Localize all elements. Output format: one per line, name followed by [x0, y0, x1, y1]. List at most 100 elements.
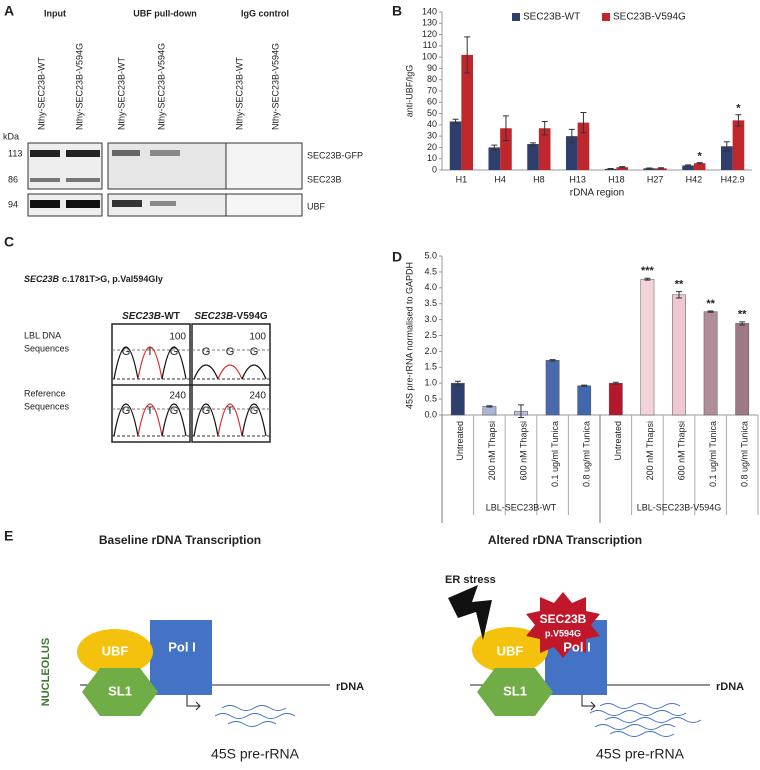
stress-label: ER stress — [445, 574, 496, 586]
layout — [27, 142, 710, 737]
bar — [566, 136, 578, 170]
x-tick-label: 0.8 ug/ml Tunica — [740, 421, 750, 487]
base: G — [226, 346, 235, 358]
peak — [113, 403, 139, 437]
mutation-title: SEC23B c.1781T>G, p.Val594Gly — [24, 274, 163, 284]
sl1-label: SL1 — [503, 683, 527, 698]
variant-label: p.V594G — [545, 628, 581, 638]
bar — [721, 146, 733, 170]
error-bar — [646, 167, 653, 170]
y-tick-label: 3.0 — [424, 314, 437, 324]
lane-label: Nthy-SEC23B-V594G — [156, 43, 166, 130]
band-label: SEC23B — [307, 174, 342, 184]
bar — [732, 120, 745, 170]
mutant-label: SEC23B — [540, 612, 587, 626]
kda-label: kDa — [3, 131, 19, 141]
bar — [461, 54, 473, 171]
column-header: SEC23B-V594G — [194, 311, 268, 322]
legend-label: SEC23B-V594G — [613, 12, 686, 23]
bar — [488, 147, 501, 170]
peak — [137, 403, 163, 437]
band — [150, 150, 180, 156]
row-label: Sequences — [24, 401, 70, 411]
legend-swatch — [512, 13, 520, 21]
error-bar — [657, 167, 664, 170]
peak — [241, 403, 267, 437]
panel-letter: D — [392, 249, 402, 265]
gene: SEC23B — [24, 274, 60, 284]
y-tick-label: 4.5 — [424, 266, 437, 276]
bar — [643, 168, 656, 170]
error-bar — [739, 321, 746, 326]
tss-arrow — [581, 695, 596, 711]
x-tick-label: H27 — [647, 174, 664, 184]
error-bar — [723, 141, 730, 152]
base: G — [202, 346, 211, 358]
y-tick-label: 130 — [422, 18, 437, 28]
peak — [161, 403, 187, 437]
error-bar — [452, 118, 459, 125]
sl1 — [82, 668, 158, 716]
y-tick-label: 70 — [427, 85, 437, 95]
error-bar — [530, 142, 537, 146]
error-bar — [735, 114, 742, 127]
panel-letter: C — [4, 234, 14, 250]
scale-label: 240 — [169, 391, 186, 402]
error-bar — [486, 405, 493, 408]
error-bar — [580, 111, 587, 134]
y-tick-label: 3.5 — [424, 298, 437, 308]
bar — [577, 385, 592, 416]
bar — [449, 121, 462, 170]
transcripts — [589, 703, 702, 737]
error-bar — [549, 359, 556, 362]
x-tick-label: 0.8 ug/ml Tunica — [582, 421, 592, 487]
error-bar — [568, 128, 575, 144]
x-tick-label: H13 — [569, 174, 586, 184]
error-bar — [454, 380, 461, 386]
peak — [193, 364, 219, 380]
peak — [241, 364, 267, 380]
y-tick-label: 10 — [427, 153, 437, 163]
x-tick-label: H18 — [608, 174, 625, 184]
band — [66, 178, 100, 182]
base: G — [122, 405, 131, 417]
band — [66, 150, 100, 157]
error-bar — [491, 144, 498, 151]
gene: SEC23B — [122, 311, 161, 322]
base: T — [227, 405, 234, 417]
x-tick-label: H8 — [533, 174, 545, 184]
band-label: SEC23B-GFP — [307, 150, 363, 160]
ubf — [472, 627, 548, 673]
y-tick-label: 1.5 — [424, 362, 437, 372]
error-bar — [644, 277, 651, 281]
row-label: Sequences — [24, 343, 70, 353]
y-tick-label: 4.0 — [424, 282, 437, 292]
y-tick-label: 0.0 — [424, 409, 437, 419]
pol-label: Pol I — [168, 639, 195, 654]
y-tick-label: 110 — [423, 40, 437, 50]
legend-swatch — [602, 13, 610, 21]
x-tick-label: 0.1 ug/ml Tunica — [550, 421, 560, 487]
x-axis-title: rDNA region — [570, 188, 624, 199]
band-label: UBF — [307, 201, 326, 211]
product-label: 45S pre-rRNA — [211, 746, 300, 762]
base: T — [147, 405, 154, 417]
suffix: -WT — [161, 311, 180, 322]
suffix: -V594G — [233, 311, 268, 322]
error-bar — [707, 310, 714, 313]
ubf — [77, 629, 153, 675]
band — [150, 201, 176, 206]
bar — [640, 278, 655, 416]
error-bar — [696, 162, 703, 165]
lane-label: Nthy-SEC23B-V594G — [270, 43, 280, 130]
peak — [113, 346, 139, 380]
column-header: SEC23B-WT — [122, 311, 180, 322]
bar — [703, 311, 718, 416]
band — [66, 200, 100, 208]
bar — [482, 406, 497, 416]
lane-label: Nthy-SEC23B-WT — [36, 56, 46, 130]
significance: * — [698, 151, 703, 163]
bar — [693, 163, 706, 170]
bar — [735, 323, 750, 416]
